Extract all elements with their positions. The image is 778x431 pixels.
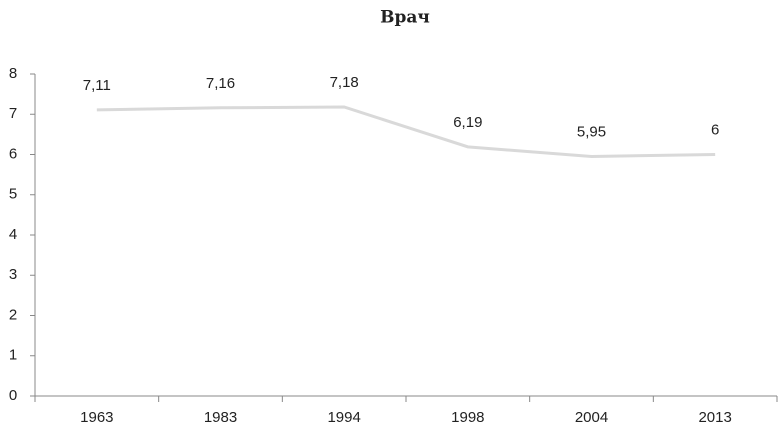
- data-label: 7,16: [206, 75, 235, 92]
- y-tick-label: 5: [9, 186, 17, 203]
- data-label: 7,18: [330, 74, 359, 91]
- y-tick-label: 6: [9, 145, 17, 162]
- chart-title: Врач: [380, 8, 430, 28]
- line: [96, 105, 716, 159]
- data-label: 6,19: [453, 114, 482, 131]
- y-tick-label: 1: [9, 347, 17, 364]
- x-tick-label: 2013: [698, 409, 731, 426]
- y-tick-label: 2: [9, 306, 17, 323]
- data-label: 5,95: [577, 123, 606, 140]
- y-tick-label: 7: [9, 105, 17, 122]
- y-tick-label: 3: [9, 266, 17, 283]
- data-label: 6: [711, 121, 719, 138]
- x-tick-label: 1983: [204, 409, 237, 426]
- x-tick-label: 1963: [80, 409, 113, 426]
- x-tick-label: 1994: [327, 409, 360, 426]
- y-tick-label: 8: [9, 65, 17, 82]
- x-tick-label: 2004: [575, 409, 608, 426]
- data-label: 7,11: [83, 77, 111, 94]
- x-tick-label: 1998: [451, 409, 484, 426]
- y-tick-label: 4: [9, 226, 17, 243]
- y-tick-label: 0: [9, 387, 17, 404]
